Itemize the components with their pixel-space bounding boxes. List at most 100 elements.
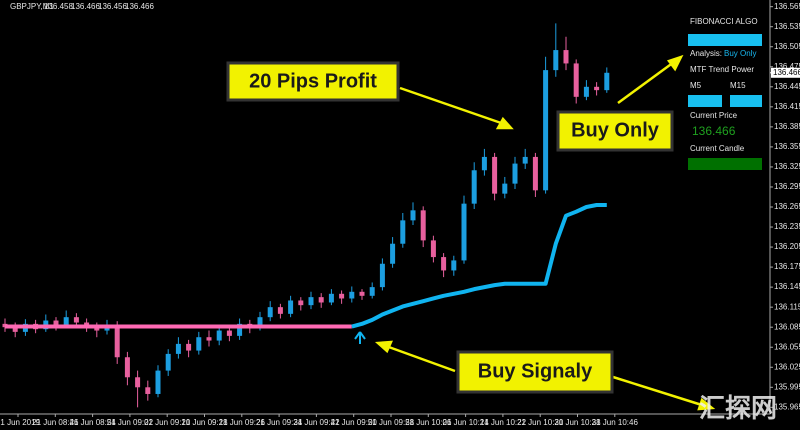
candle-body [369,287,375,296]
candle-body [237,323,243,336]
candle-body [604,72,610,91]
trend-title: MTF Trend Power [690,65,754,74]
x-tick-label: 21 Jun 10:06 [405,418,452,427]
candle-body [400,220,406,244]
candle-body [165,353,171,371]
y-tick-label: 136.025 [774,362,800,371]
candle-body [298,300,304,306]
x-tick-label: 21 Jun 10:30 [517,418,564,427]
header-low: 136.456 [98,2,127,11]
annotation: 20 Pips Profit [249,70,377,92]
candle-body [308,297,314,306]
x-tick-label: 21 Jun 10:14 [442,418,489,427]
last-price-label: 136.466 [773,68,800,77]
candle-body [481,156,487,171]
candle-body [461,203,467,261]
candle-body [206,337,212,341]
annotation: Buy Only [571,119,660,141]
candle-bar [688,158,762,170]
candle-body [12,327,18,332]
symbol: GBPJPY,M1 [10,2,54,11]
annotation-box [226,61,400,102]
y-tick-label: 136.235 [774,222,800,231]
watermark: 汇探网 [699,393,777,423]
y-tick-label: 136.205 [774,242,800,251]
candle-body [267,307,273,318]
candle-body [288,300,294,314]
y-tick-label: 136.445 [774,82,800,91]
y-tick-label: 135.965 [774,402,800,411]
y-tick-label: 136.295 [774,182,800,191]
candle-body [522,156,528,164]
candle-body [420,210,426,241]
candle-body [135,377,141,388]
x-tick-label: 21 Jun 09:42 [293,418,340,427]
candle-body [543,70,549,191]
candle-body [175,343,181,354]
y-tick-label: 136.505 [774,42,800,51]
candle-body [359,291,365,296]
candle-body [216,330,222,341]
candle-body [155,370,161,394]
candle-body [502,183,508,194]
candle-body [318,297,324,303]
candle-body [512,163,518,184]
y-tick-label: 135.995 [774,382,800,391]
tf-bar [688,95,722,107]
y-tick-label: 136.175 [774,262,800,271]
candle-body [145,387,151,394]
annotation-box [456,350,614,394]
x-tick-label: 21 Jun 09:10 [144,418,191,427]
header-high: 136.466 [71,2,100,11]
x-tick-label: 21 Jun 09:26 [219,418,266,427]
y-tick-label: 136.265 [774,202,800,211]
current-price: 136.466 [692,124,736,138]
annotation-box [556,110,674,152]
last-price-box [771,67,800,78]
candle-body [349,291,355,299]
analysis-value: Buy Only [724,49,756,58]
x-tick-label: 21 Jun 09:34 [256,418,303,427]
y-tick-label: 136.145 [774,282,800,291]
candle-body [594,86,600,91]
x-tick-label: 21 Jun 08:46 [32,418,79,427]
candle-body [277,307,283,314]
buy-arrow [354,331,366,344]
tf-bar [730,95,762,107]
candle-body [63,317,69,326]
candle-body [94,326,100,331]
candle-body [410,210,416,221]
tf-label: M15 [730,81,746,90]
candle-body [532,156,538,191]
x-tick-label: 21 Jun 10:38 [554,418,601,427]
tf-label: M5 [690,81,702,90]
candle-body [196,337,202,351]
y-tick-label: 136.565 [774,2,800,11]
y-tick-label: 136.355 [774,142,800,151]
y-tick-label: 136.085 [774,322,800,331]
y-tick-label: 136.415 [774,102,800,111]
x-tick-label: 21 Jun 08:54 [69,418,116,427]
annotation: Buy Signaly [478,360,593,382]
y-tick-label: 136.385 [774,122,800,131]
x-tick-label: 21 Jun 10:46 [592,418,639,427]
y-tick-label: 136.055 [774,342,800,351]
candle-body [124,357,130,378]
indicator-line [351,202,607,329]
candle-body [339,293,345,299]
analysis-label: Analysis: [690,49,722,58]
candle-body [379,263,385,288]
x-tick-label: 21 Jun 09:50 [331,418,378,427]
panel-bar [688,34,762,46]
x-tick-label: 21 Jun 2019 [0,418,41,427]
candle-body [226,330,232,336]
header-open: 136.458 [44,2,73,11]
candle-body [451,260,457,271]
candle-body [441,257,447,271]
x-tick-label: 21 Jun 09:58 [368,418,415,427]
candle-body [114,325,120,358]
candle-body [257,317,263,328]
